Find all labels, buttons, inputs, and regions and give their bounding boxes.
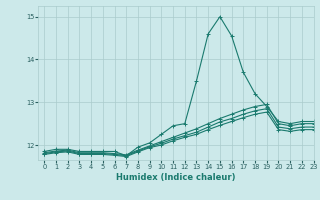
X-axis label: Humidex (Indice chaleur): Humidex (Indice chaleur)	[116, 173, 236, 182]
